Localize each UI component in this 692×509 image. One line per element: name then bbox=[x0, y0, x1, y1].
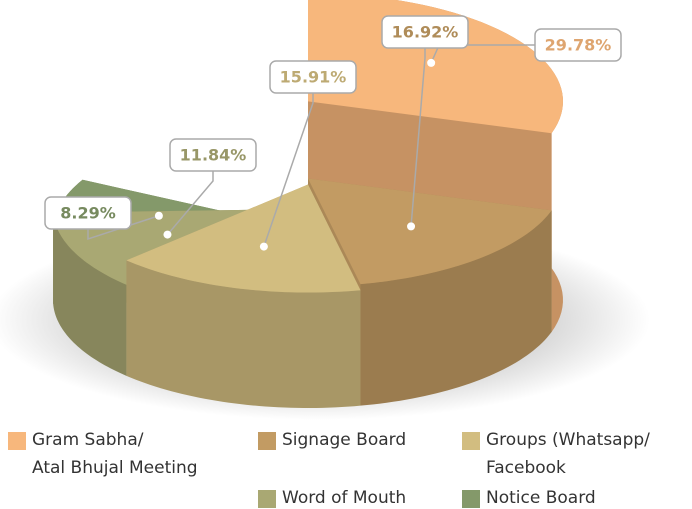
data-label: 16.92% bbox=[392, 23, 459, 42]
legend-item: Word of Mouth bbox=[258, 488, 406, 509]
legend-label: Gram Sabha/ Atal Bhujal Meeting bbox=[32, 430, 198, 478]
data-label: 29.78% bbox=[545, 36, 612, 55]
leader-line bbox=[166, 171, 214, 236]
callout-box bbox=[44, 196, 132, 230]
legend-item: Groups (Whatsapp/ Facebook bbox=[462, 430, 650, 482]
slice-side bbox=[360, 210, 552, 406]
callout-box bbox=[169, 138, 257, 172]
data-label: 11.84% bbox=[180, 146, 247, 165]
legend-label: Word of Mouth bbox=[282, 488, 407, 508]
leader-dot bbox=[407, 222, 416, 231]
legend-item: Notice Board bbox=[462, 488, 596, 509]
legend-label: Notice Board bbox=[486, 488, 596, 508]
legend-label: Signage Board bbox=[282, 430, 407, 450]
leader-line bbox=[87, 215, 160, 241]
leader-dot bbox=[259, 242, 268, 251]
legend-swatch bbox=[258, 432, 276, 450]
legend-label: Groups (Whatsapp/ Facebook bbox=[486, 430, 650, 478]
slice-side bbox=[53, 212, 127, 376]
legend-item: Signage Board bbox=[258, 430, 406, 454]
legend-swatch bbox=[462, 490, 480, 508]
callout-box bbox=[269, 60, 357, 94]
slice-side bbox=[126, 260, 361, 408]
slice-top bbox=[126, 184, 361, 293]
leader-line bbox=[263, 93, 314, 247]
leader-dot bbox=[427, 58, 436, 67]
legend-swatch bbox=[462, 432, 480, 450]
legend-swatch bbox=[8, 432, 26, 450]
slice-top bbox=[308, 178, 552, 285]
legend-swatch bbox=[258, 490, 276, 508]
callout-box bbox=[381, 15, 469, 49]
leader-dot bbox=[154, 211, 163, 220]
pie-chart: 29.78% 16.92% 15.91% 11.84% 8.29% bbox=[0, 0, 650, 420]
data-label: 15.91% bbox=[280, 68, 347, 87]
callout-box bbox=[534, 28, 622, 62]
leader-dot bbox=[163, 230, 172, 239]
slice-top bbox=[308, 0, 563, 134]
leader-line bbox=[410, 48, 426, 227]
legend-item: Gram Sabha/ Atal Bhujal Meeting bbox=[8, 430, 198, 482]
data-label: 8.29% bbox=[60, 204, 116, 223]
